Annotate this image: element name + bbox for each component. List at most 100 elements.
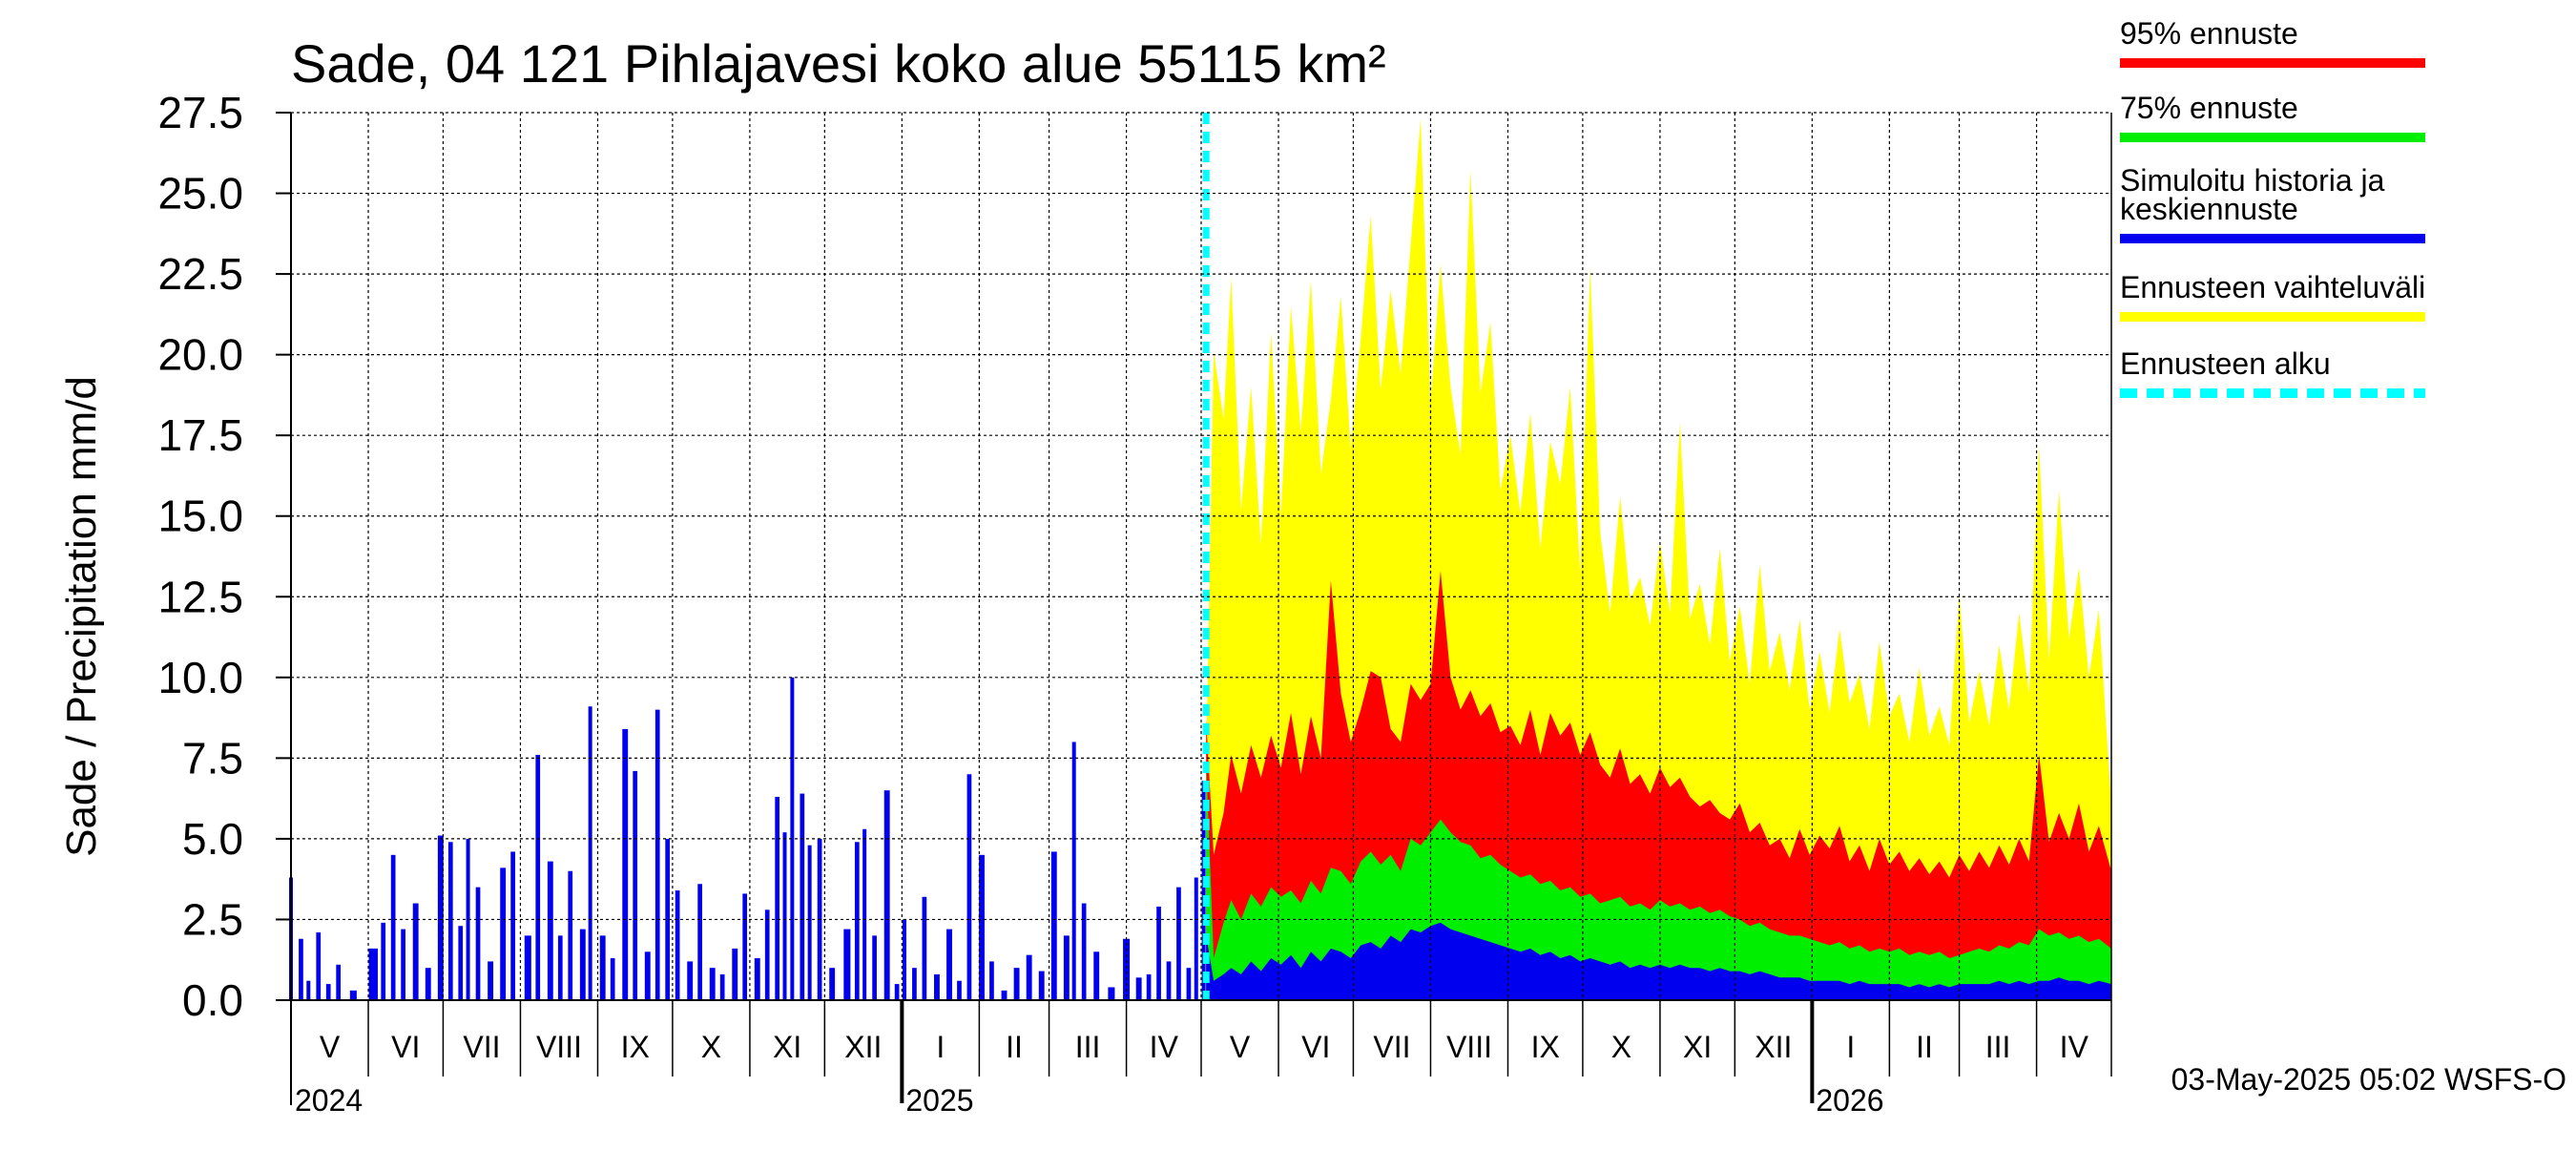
history-bar [524,935,531,1000]
history-bar [854,842,860,1000]
x-month-label: VII [1373,1030,1410,1064]
history-bar [1166,961,1172,1000]
history-bar [458,926,464,1000]
y-tick-label: 22.5 [157,249,243,299]
chart-title: Sade, 04 121 Pihlajavesi koko alue 55115… [291,33,1386,94]
x-month-label: IX [1531,1030,1560,1064]
history-bar [535,754,541,1000]
history-bar [390,854,396,1000]
history-bar [588,706,592,1000]
legend: 95% ennuste 75% ennuste Simuloitu historia… [2120,16,2425,398]
y-tick-label: 15.0 [157,491,243,541]
history-bar [1176,887,1181,1000]
y-tick-label: 5.0 [182,814,243,864]
history-bar [401,929,405,1000]
legend-label-continued: keskiennuste [2120,192,2298,226]
x-year-label: 2025 [905,1083,973,1118]
legend-label: Ennusteen alku [2120,346,2331,381]
history-bar [1201,781,1206,1000]
y-tick-label: 20.0 [157,330,243,380]
x-month-label: VIII [1446,1030,1492,1064]
history-bar [1038,971,1045,1000]
x-year-label: 2026 [1816,1083,1883,1118]
history-bar [782,832,787,1000]
forecast-mean-area [1206,922,2111,1000]
x-month-label: XI [773,1030,801,1064]
history-bar [412,903,419,1000]
x-month-label: I [936,1030,945,1064]
history-bar [500,868,507,1000]
axes: 0.0 2.5 5.0 7.5 10.0 12.5 15.0 17.5 20.0 22.5 25.0… [157,88,2112,1118]
history-bar [934,973,940,1000]
history-bar [957,980,962,1000]
y-tick-label: 2.5 [182,894,243,944]
x-month-label: IV [1150,1030,1179,1064]
history-bar [488,961,494,1000]
history-bar [1194,877,1198,1000]
history-bar [1135,977,1142,1000]
x-month-label: VII [463,1030,500,1064]
history-bar [336,964,342,1000]
history-bar [732,948,738,1000]
y-tick-label: 17.5 [157,410,243,460]
x-year-label: 2024 [295,1083,363,1118]
history-bar [579,929,586,1000]
history-bar [872,935,877,1000]
history-bar [843,929,851,1000]
history-bar [437,835,444,1000]
legend-label: 95% ennuste [2120,16,2298,51]
y-tick-label: 10.0 [157,653,243,702]
history-bar [425,968,431,1000]
y-tick-label: 27.5 [157,88,243,137]
history-bar [316,931,322,1000]
history-bar [622,728,629,1000]
history-bar [1156,906,1161,1000]
history-bar [709,968,716,1000]
history-bar [633,770,638,1000]
history-bar [1063,935,1070,1000]
history-bar [1146,973,1152,1000]
history-bar [299,938,303,1000]
x-month-label: V [320,1030,341,1064]
x-month-label: III [1075,1030,1101,1064]
history-bar [557,935,563,1000]
history-bar [775,796,780,1000]
history-bar [883,790,890,1000]
history-bar [644,951,651,1000]
history-bar [989,961,994,1000]
history-bar [922,896,927,1000]
x-month-label: IX [621,1030,650,1064]
history-bar [1001,990,1008,1000]
history-bar [599,935,606,1000]
history-bar [742,893,748,1000]
history-bar [610,958,615,1000]
history-bar [1013,968,1020,1000]
history-bar [912,968,917,1000]
x-month-label: III [1985,1030,2011,1064]
x-month-label: VI [1301,1030,1330,1064]
x-month-label: V [1230,1030,1251,1064]
x-month-label: I [1846,1030,1855,1064]
x-month-label: XII [1755,1030,1792,1064]
history-bar [800,793,805,1000]
history-bar [381,922,386,1000]
x-month-label: X [1611,1030,1631,1064]
x-month-label: XI [1683,1030,1712,1064]
x-month-label: II [1916,1030,1933,1064]
y-tick-label: 0.0 [182,975,243,1025]
plot-area [289,113,2111,1001]
history-bar [325,984,331,1000]
history-bar [829,968,836,1000]
history-bar [466,838,470,1000]
history-bar [510,851,515,1000]
history-bar [1093,951,1100,1000]
history-bar [979,854,985,1000]
history-bar [1081,903,1087,1000]
x-month-label: VIII [536,1030,582,1064]
x-month-label: II [1006,1030,1023,1064]
history-bar [790,677,795,1000]
legend-label: 75% ennuste [2120,91,2298,125]
history-bar [687,961,694,1000]
history-bar [764,910,770,1000]
x-month-label: X [701,1030,721,1064]
